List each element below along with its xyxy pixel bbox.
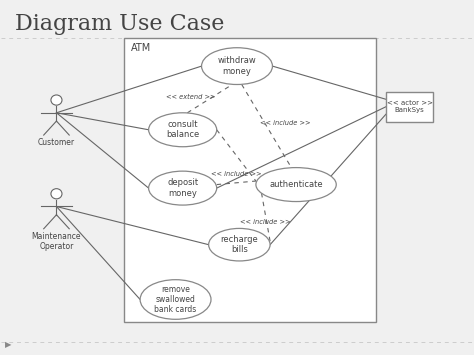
Ellipse shape bbox=[140, 280, 211, 319]
Text: << include >>: << include >> bbox=[211, 171, 262, 177]
Text: authenticate: authenticate bbox=[269, 180, 323, 189]
Ellipse shape bbox=[201, 48, 273, 84]
Ellipse shape bbox=[209, 228, 270, 261]
Text: << extend >>: << extend >> bbox=[166, 94, 216, 100]
Ellipse shape bbox=[149, 113, 217, 147]
Bar bbox=[386, 92, 433, 122]
Ellipse shape bbox=[256, 168, 336, 202]
Text: remove
swallowed
bank cards: remove swallowed bank cards bbox=[155, 285, 197, 315]
Bar bbox=[124, 38, 376, 322]
Text: recharge
bills: recharge bills bbox=[220, 235, 258, 255]
Ellipse shape bbox=[51, 95, 62, 105]
Text: Maintenance
Operator: Maintenance Operator bbox=[32, 232, 81, 251]
Ellipse shape bbox=[51, 189, 62, 199]
Text: << include >>: << include >> bbox=[260, 120, 310, 126]
Text: ATM: ATM bbox=[131, 43, 151, 53]
Text: withdraw
money: withdraw money bbox=[218, 56, 256, 76]
Text: Customer: Customer bbox=[38, 138, 75, 147]
Text: << include >>: << include >> bbox=[240, 219, 291, 225]
Text: deposit
money: deposit money bbox=[167, 179, 198, 198]
Text: ▶: ▶ bbox=[5, 340, 12, 349]
Text: Diagram Use Case: Diagram Use Case bbox=[15, 13, 224, 35]
Text: consult
balance: consult balance bbox=[166, 120, 199, 140]
Ellipse shape bbox=[149, 171, 217, 205]
Text: << actor >>
BankSys: << actor >> BankSys bbox=[386, 100, 432, 113]
